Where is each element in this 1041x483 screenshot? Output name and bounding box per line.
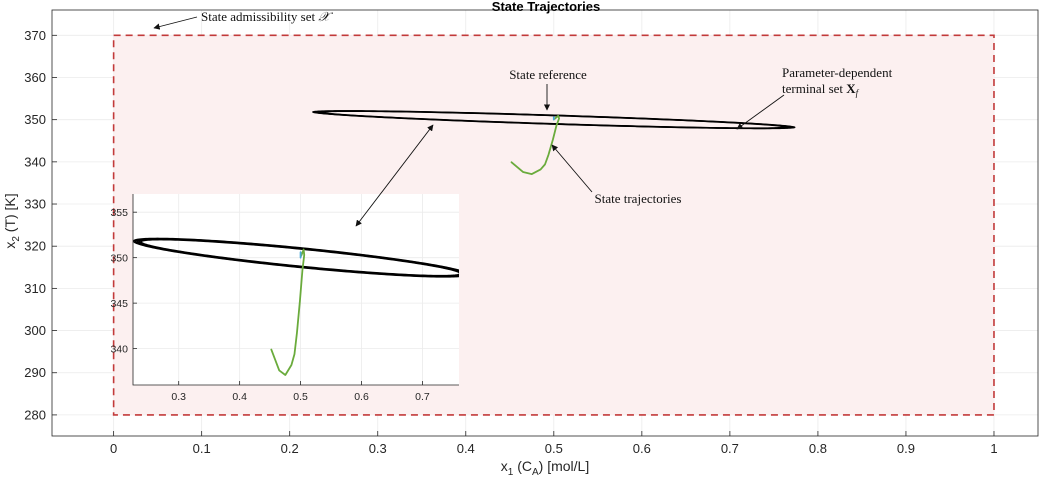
main-series <box>510 114 560 175</box>
y-axis-title: x2 (T) [K] <box>2 193 22 248</box>
inset-series <box>270 248 306 376</box>
x-tick-label: 0.4 <box>457 441 475 456</box>
inset-ticks: 0.3 0.4 0.5 0.6 0.7 340 345 350 355 <box>110 207 429 403</box>
trajectory-line <box>510 114 560 175</box>
arrow-admissibility <box>153 16 198 30</box>
x-tick-label: 0.8 <box>809 441 827 456</box>
y-tick-label: 310 <box>24 281 46 296</box>
inset-y-tick-label: 345 <box>110 298 128 310</box>
annotation-state-trajectories: State trajectories <box>595 191 682 206</box>
x-axis-title: x1 (CA) [mol/L] <box>501 458 589 478</box>
arrow-zoom-link <box>355 124 434 227</box>
inset-y-tick-label: 355 <box>110 207 128 219</box>
x-tick-label: 0.9 <box>897 441 915 456</box>
y-tick-label: 280 <box>24 407 46 422</box>
inset-axes: 0.3 0.4 0.5 0.6 0.7 340 345 350 355 <box>110 194 459 403</box>
inset-x-tick-label: 0.7 <box>415 391 430 403</box>
x-tick-label: 0 <box>110 441 117 456</box>
x-tick-label: 1 <box>990 441 997 456</box>
x-tick-label: 0.2 <box>281 441 299 456</box>
chart-title: State Trajectories <box>492 0 600 14</box>
inset-y-tick-label: 340 <box>110 344 128 356</box>
y-tick-label: 330 <box>24 197 46 212</box>
inset-x-tick-label: 0.3 <box>171 391 186 403</box>
annotations: State admissibility set 𝒳 State referenc… <box>153 9 893 227</box>
x-tick-label: 0.3 <box>369 441 387 456</box>
annotation-terminal-set-line2: terminal set Xf <box>782 81 860 98</box>
terminal-sets <box>312 110 796 130</box>
inset-plot-area <box>133 194 459 385</box>
x-tick-label: 0.7 <box>721 441 739 456</box>
arrow-state-trajectories <box>551 144 593 193</box>
inset-x-tick-label: 0.4 <box>232 391 247 403</box>
arrow-terminal-set <box>736 94 785 130</box>
y-tick-label: 370 <box>24 28 46 43</box>
terminal-set-ellipse <box>133 237 459 278</box>
annotation-terminal-set-line1: Parameter-dependent <box>782 65 893 80</box>
y-tick-label: 300 <box>24 323 46 338</box>
trajectory-line <box>270 248 306 376</box>
inset-terminal-sets <box>133 237 459 278</box>
inset-y-tick-label: 350 <box>110 253 128 265</box>
y-tick-label: 340 <box>24 154 46 169</box>
main-axes-box <box>51 9 1039 437</box>
main-ticks: 0 0.1 0.2 0.3 0.4 0.5 0.6 0.7 0.8 0.9 1 280 290 300 31… <box>24 28 997 456</box>
y-tick-label: 320 <box>24 239 46 254</box>
inset-x-tick-label: 0.6 <box>354 391 369 403</box>
x-tick-label: 0.5 <box>545 441 563 456</box>
x-tick-label: 0.1 <box>193 441 211 456</box>
annotation-state-reference: State reference <box>509 67 587 82</box>
y-tick-label: 350 <box>24 112 46 127</box>
inset-x-tick-label: 0.5 <box>293 391 308 403</box>
x-tick-label: 0.6 <box>633 441 651 456</box>
annotation-admissibility: State admissibility set 𝒳 <box>201 9 333 24</box>
y-tick-label: 360 <box>24 70 46 85</box>
terminal-set-ellipse <box>312 110 796 130</box>
y-tick-label: 290 <box>24 365 46 380</box>
